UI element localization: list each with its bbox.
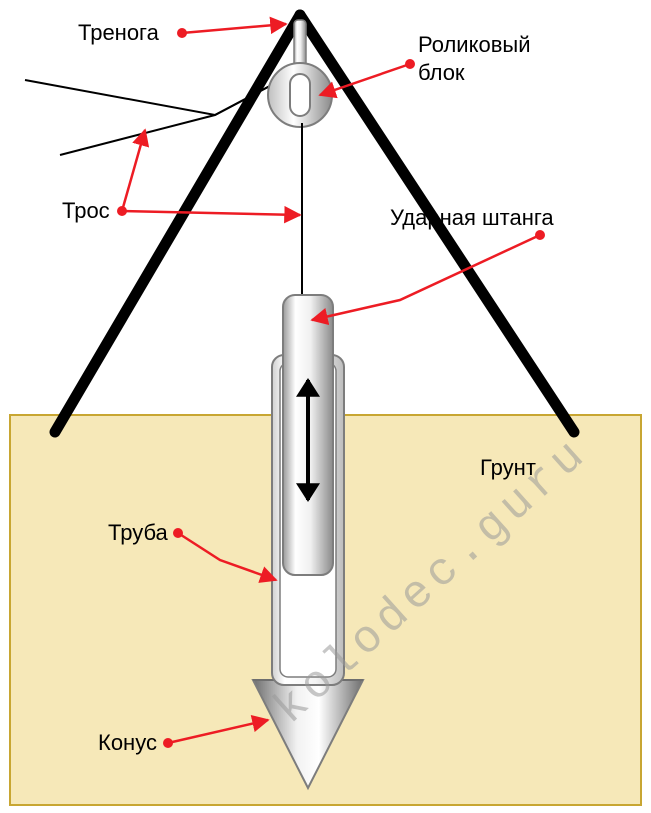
label-tros: Трос (62, 198, 110, 223)
label-block-1: Роликовый (418, 32, 530, 57)
label-konus: Конус (98, 730, 157, 755)
tripod-leg-left (55, 15, 300, 432)
trenoga-leader-0 (182, 24, 286, 33)
label-block-2: блок (418, 60, 465, 85)
shtanga-leader-0 (312, 235, 540, 320)
tros-leader-1 (122, 130, 145, 211)
label-trenoga: Тренога (78, 20, 160, 45)
label-shtanga: Ударная штанга (390, 205, 554, 230)
pulley-slot (290, 74, 310, 116)
tros-leader-0 (122, 211, 300, 215)
label-truba: Труба (108, 520, 169, 545)
